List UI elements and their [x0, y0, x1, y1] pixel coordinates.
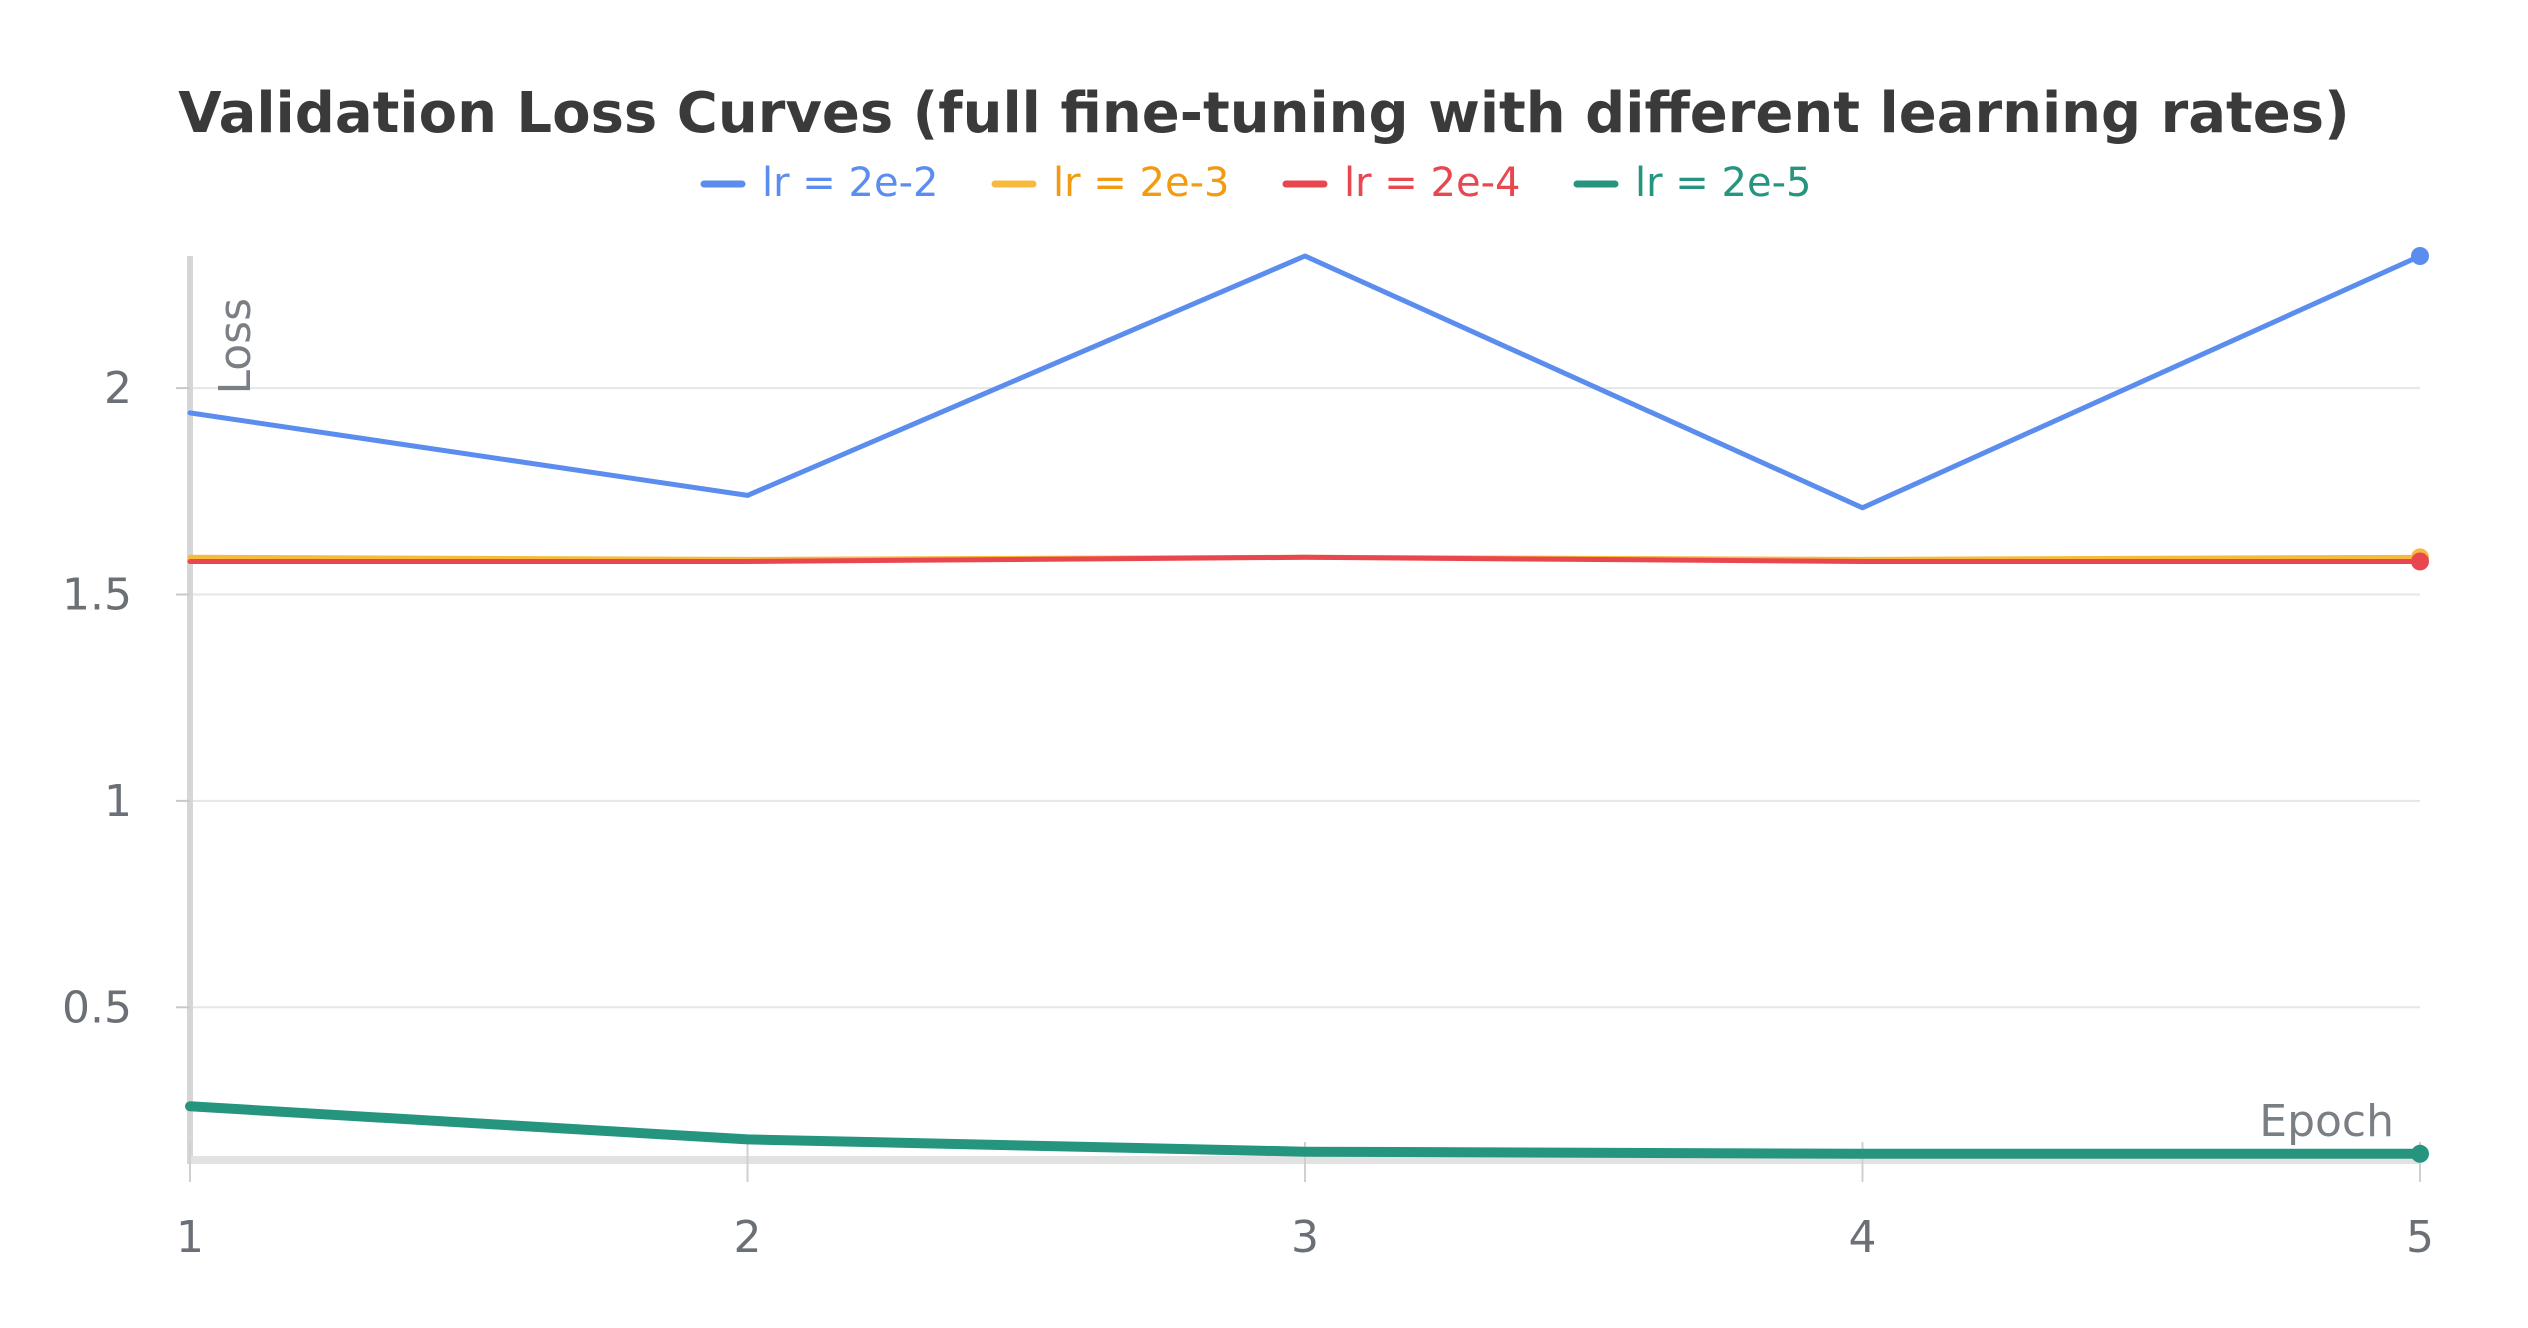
x-axis-title: Epoch: [2259, 1096, 2394, 1147]
y-tick-label-0: 0.5: [62, 982, 132, 1033]
legend-item-1[interactable]: lr = 2e-3: [991, 160, 1229, 206]
grid-lines: [190, 387, 2420, 1009]
legend: lr = 2e-2 lr = 2e-3 lr = 2e-4 lr = 2e-5: [700, 160, 1811, 206]
series-line-0: [187, 253, 2423, 511]
x-tick-label-1: 2: [734, 1212, 762, 1263]
x-tick-label-4: 5: [2406, 1212, 2434, 1263]
legend-item-3[interactable]: lr = 2e-5: [1573, 160, 1811, 206]
tick-labels: 0.5 1 1.5 2 1 2 3 4 5: [62, 363, 2434, 1263]
x-tick-label-3: 4: [1849, 1212, 1877, 1263]
legend-item-0[interactable]: lr = 2e-2: [700, 160, 938, 206]
y-tick-label-2: 1.5: [62, 569, 132, 620]
x-tick-label-2: 3: [1291, 1212, 1319, 1263]
x-tick-label-0: 1: [176, 1212, 204, 1263]
series-line-2: [187, 554, 2423, 564]
end-markers: [189, 247, 2429, 1163]
chart-title: Validation Loss Curves (full fine-tuning…: [178, 81, 2349, 146]
y-tick-label-1: 1: [104, 776, 132, 827]
y-tick-label-3: 2: [104, 363, 132, 414]
legend-label-0: lr = 2e-2: [762, 160, 938, 206]
legend-label-1: lr = 2e-3: [1053, 160, 1229, 206]
axes: [176, 256, 2421, 1182]
y-axis-title: Loss: [210, 298, 261, 395]
data-point-3-4: [2411, 1144, 2429, 1163]
series-line-3: [185, 1101, 2425, 1159]
legend-label-3: lr = 2e-5: [1635, 160, 1811, 206]
series-lines: [185, 253, 2425, 1159]
data-point-0-4: [2411, 247, 2429, 265]
data-point-2-4: [2411, 552, 2429, 571]
legend-label-2: lr = 2e-4: [1344, 160, 1520, 206]
legend-item-2[interactable]: lr = 2e-4: [1282, 160, 1520, 206]
